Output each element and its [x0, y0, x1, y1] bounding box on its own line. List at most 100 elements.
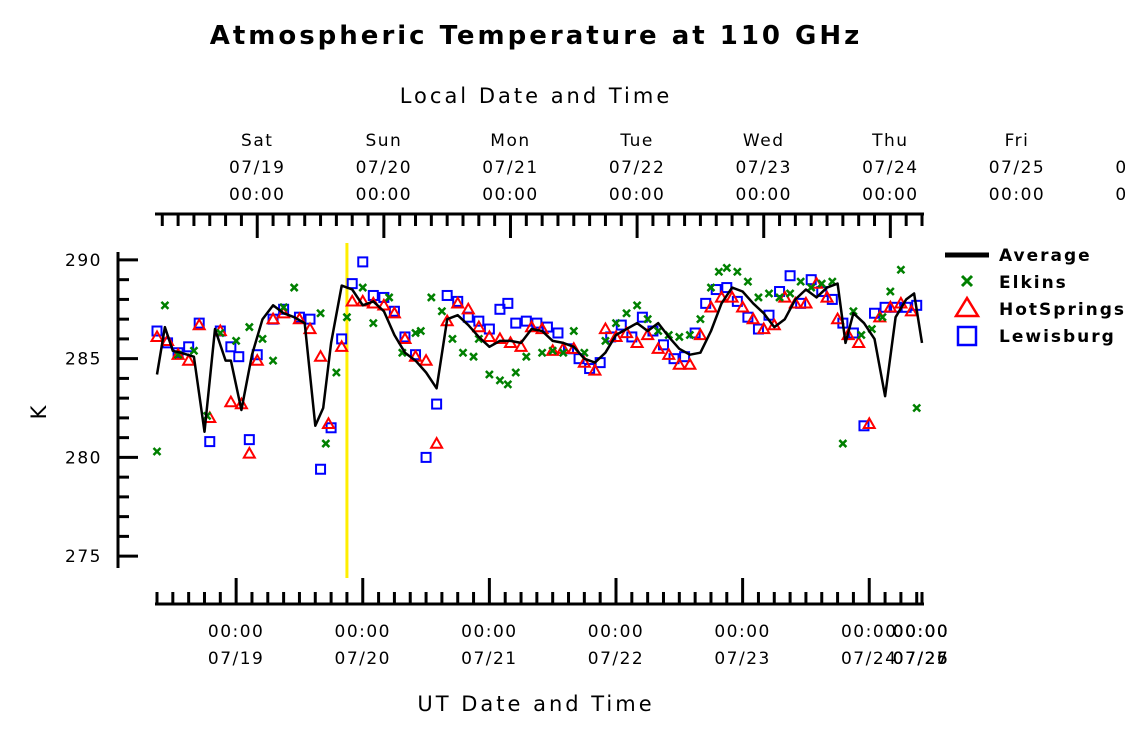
- elkins-point: [696, 314, 705, 324]
- hotsprings-point: [450, 295, 465, 309]
- x-tick-date: 07/20: [335, 649, 392, 669]
- elkins-point-stroke: [714, 267, 724, 277]
- plot-area: [149, 256, 924, 475]
- elkins-point-stroke: [817, 279, 827, 289]
- elkins-point-stroke: [622, 308, 631, 318]
- y-tick-label: 275: [65, 547, 102, 567]
- x-tick-date: 07/19: [208, 649, 265, 669]
- hotsprings-point: [862, 416, 877, 429]
- elkins-point-stroke: [611, 318, 621, 328]
- elkins-point-stroke: [785, 289, 795, 298]
- elkins-point: [411, 328, 420, 338]
- lewisburg-point: [494, 303, 506, 315]
- elkins-point: [817, 279, 827, 289]
- elkins-point-stroke: [244, 322, 254, 332]
- top-tick-date: 07/20: [356, 158, 413, 178]
- elkins-point: [244, 322, 254, 332]
- legend-swatch-stroke: [960, 274, 974, 288]
- elkins-point-stroke: [316, 308, 325, 318]
- legend-label-lewisburg: Lewisburg: [999, 327, 1116, 347]
- elkins-point: [856, 330, 866, 340]
- axes: 275 280 285 290 00:00 07/19 00:00 07/20 00:00 07/…: [65, 131, 1125, 669]
- lewisburg-point: [367, 289, 379, 301]
- hotsprings-point: [661, 347, 676, 360]
- hotsprings-point: [598, 321, 613, 335]
- hotsprings-point: [492, 331, 508, 345]
- elkins-point-stroke: [764, 289, 774, 298]
- elkins-point-stroke: [416, 326, 426, 336]
- elkins-point-stroke: [279, 302, 289, 312]
- elkins-point-stroke: [160, 300, 170, 310]
- x-tick-date: 07/24: [841, 649, 898, 669]
- lewisburg-point: [420, 451, 432, 463]
- elkins-point: [316, 308, 325, 318]
- lewisburg-point: [336, 333, 348, 345]
- x-tick-time: 00:00: [588, 622, 645, 642]
- elkins-point: [785, 289, 795, 298]
- elkins-point-stroke: [384, 293, 394, 302]
- top-tick-date: 07/25: [989, 158, 1046, 178]
- top-tick-day: Sun: [365, 131, 402, 151]
- elkins-point: [732, 267, 742, 277]
- hotsprings-point: [334, 339, 349, 352]
- hotsprings-point: [693, 327, 708, 341]
- elkins-point-stroke: [558, 348, 568, 358]
- elkins-point-stroke: [469, 352, 478, 362]
- top-tick-time: 00:00: [482, 185, 539, 205]
- hotsprings-point: [682, 357, 698, 370]
- elkins-point-stroke: [411, 328, 420, 338]
- top-tick-day: Sat: [241, 131, 273, 151]
- elkins-point-stroke: [503, 379, 513, 389]
- lewisburg-point: [858, 420, 870, 432]
- lewisburg-point: [502, 297, 514, 309]
- legend-label-elkins: Elkins: [999, 273, 1068, 293]
- lewisburg-point: [552, 327, 564, 339]
- elkins-point: [632, 300, 642, 310]
- legend: Average Elkins HotSprings Lewisburg: [945, 246, 1124, 347]
- lewisburg-point: [483, 323, 495, 335]
- x-tick-date: 07/27: [893, 649, 950, 669]
- hotsprings-point: [798, 295, 814, 309]
- elkins-point-stroke: [548, 346, 558, 356]
- elkins-point: [331, 368, 341, 377]
- hotsprings-point: [482, 329, 497, 343]
- elkins-point-stroke: [706, 283, 716, 292]
- lewisburg-point: [510, 317, 522, 329]
- elkins-point-stroke: [521, 352, 531, 362]
- elkins-point: [458, 348, 468, 358]
- elkins-point-stroke: [896, 265, 906, 275]
- hotsprings-point: [250, 353, 265, 366]
- lewisburg-point: [346, 278, 358, 290]
- elkins-point: [754, 293, 763, 302]
- hotsprings-point: [819, 289, 835, 303]
- series-average: [155, 282, 924, 433]
- elkins-point: [342, 312, 352, 322]
- top-tick-date: 07/19: [229, 158, 286, 178]
- elkins-point-stroke: [806, 283, 816, 292]
- lewisburg-point: [784, 270, 796, 282]
- hotsprings-point: [904, 303, 919, 317]
- hotsprings-point: [344, 293, 360, 307]
- top-tick-date: 07/24: [862, 158, 919, 178]
- elkins-point-stroke: [643, 314, 653, 324]
- hotsprings-point: [513, 339, 529, 352]
- elkins-point-stroke: [426, 293, 436, 302]
- lewisburg-point: [204, 436, 216, 448]
- top-tick-time: 00:00: [735, 185, 792, 205]
- legend-swatch-hotsprings: [953, 295, 981, 318]
- hotsprings-point: [650, 341, 666, 354]
- elkins-point-stroke: [743, 277, 753, 287]
- elkins-point: [469, 352, 478, 362]
- hotsprings-point: [619, 325, 634, 339]
- elkins-point-stroke: [653, 326, 663, 336]
- x-tick-date: 07/22: [588, 649, 645, 669]
- elkins-point: [503, 379, 513, 389]
- elkins-point: [495, 375, 505, 385]
- hotsprings-point: [524, 319, 539, 333]
- elkins-point-stroke: [569, 326, 579, 336]
- hotsprings-point: [735, 299, 750, 313]
- elkins-point-stroke: [685, 330, 695, 340]
- elkins-point-stroke: [152, 447, 162, 456]
- elkins-point: [279, 302, 289, 312]
